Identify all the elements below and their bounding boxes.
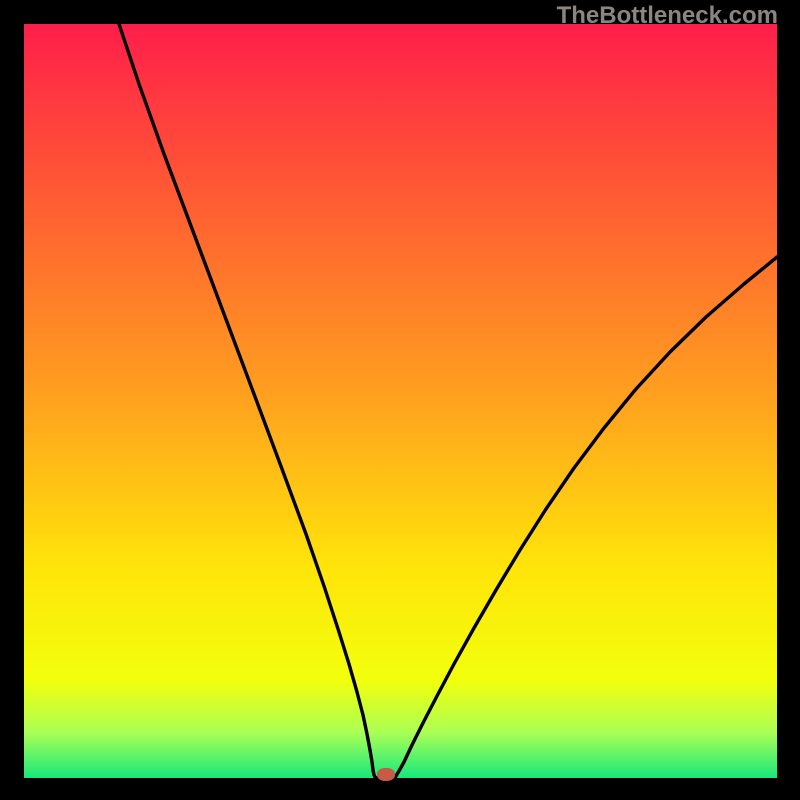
curve-left-branch <box>119 24 377 778</box>
optimum-marker <box>377 768 395 781</box>
curve-right-branch <box>394 257 777 778</box>
bottleneck-curve <box>0 0 800 800</box>
watermark-text: TheBottleneck.com <box>557 2 778 30</box>
